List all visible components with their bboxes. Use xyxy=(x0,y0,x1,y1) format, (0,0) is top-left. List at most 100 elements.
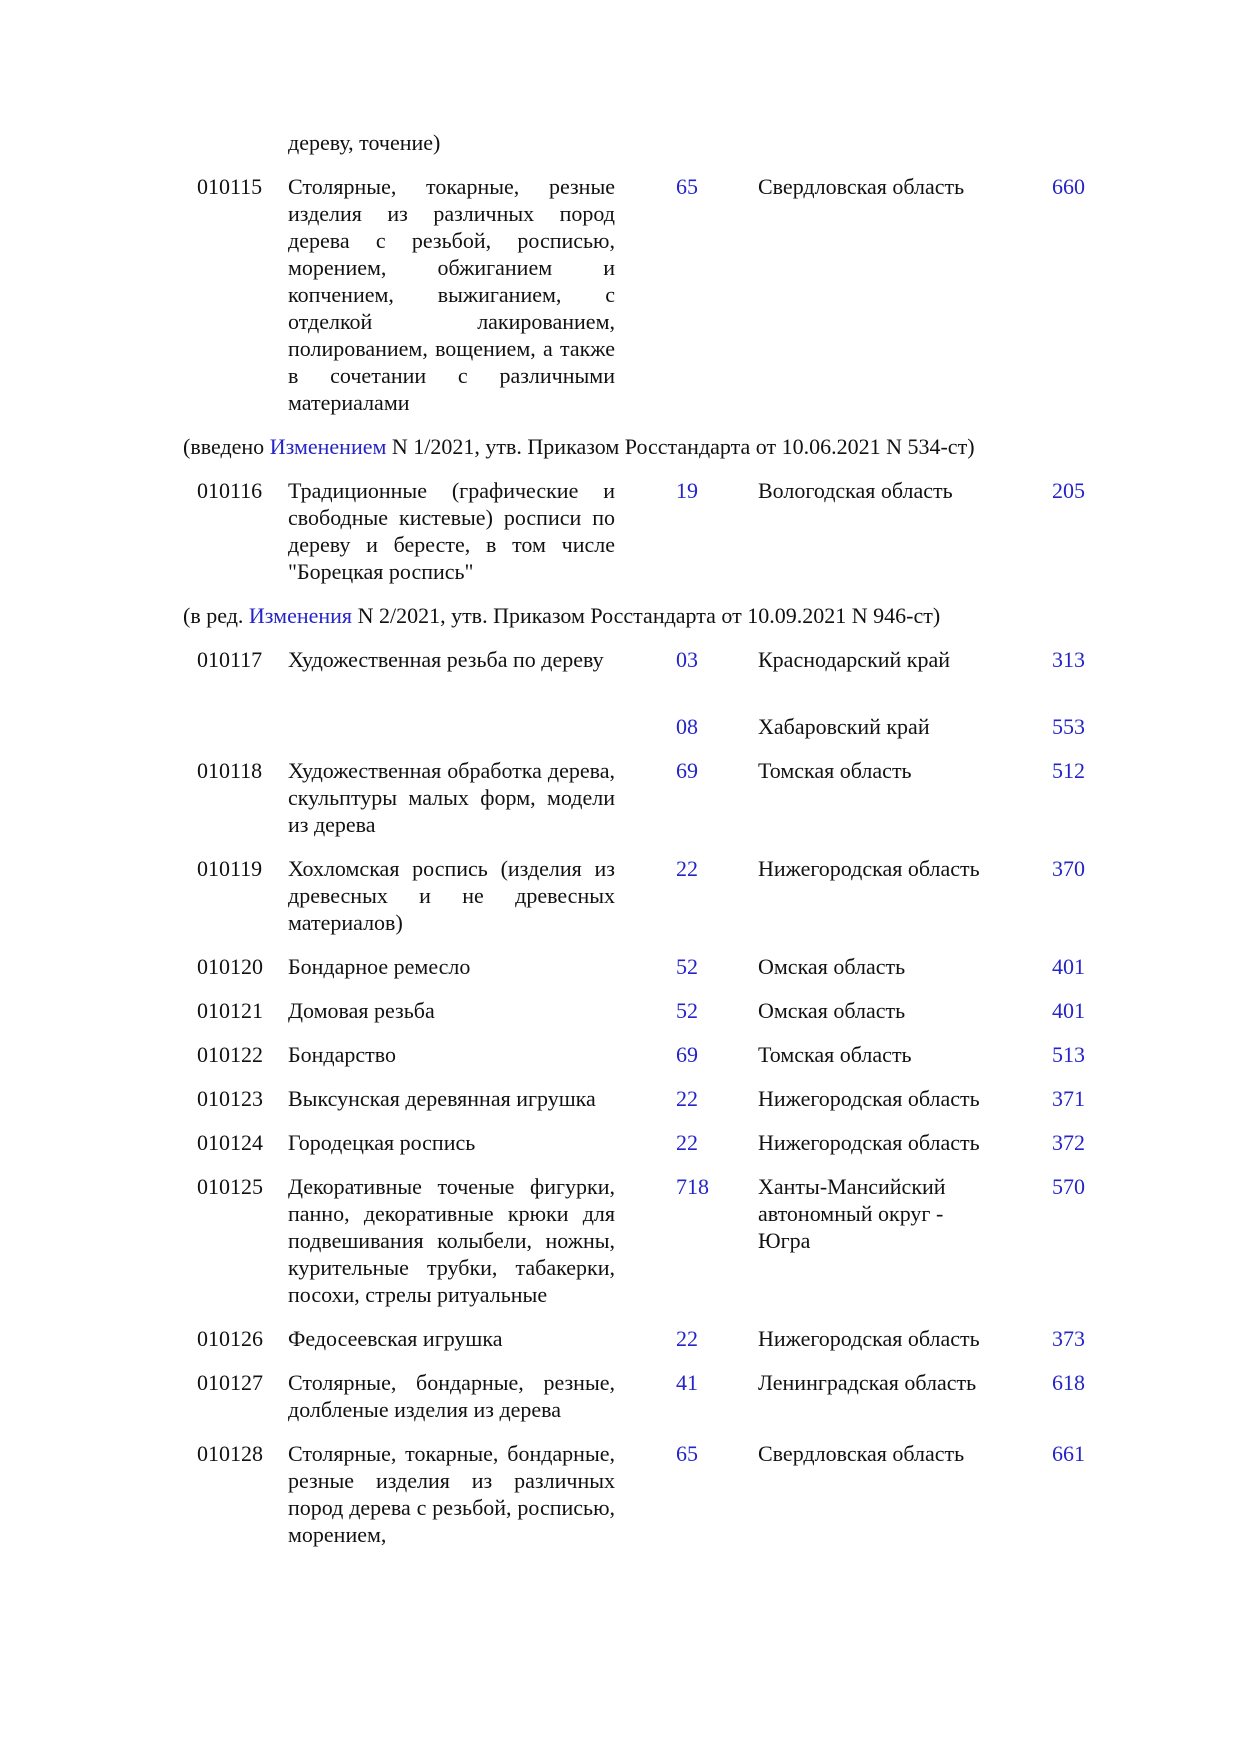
craft-description: Столярные, токарные, резные изделия из р… xyxy=(288,174,615,415)
craft-description: Традиционные (графические и свободные ки… xyxy=(288,478,615,584)
craft-description: Бондарное ремесло xyxy=(288,954,471,979)
amendment-note: (введено Изменением N 1/2021, утв. Прика… xyxy=(183,433,1085,460)
table-row: 010128 Столярные, токарные, бондарные, р… xyxy=(183,1440,1085,1548)
region-name: Томская область xyxy=(758,758,912,783)
craft-code: 010124 xyxy=(197,1130,263,1155)
table-row: 010119 Хохломская роспись (изделия из др… xyxy=(183,855,1085,936)
region-name: Свердловская область xyxy=(758,174,965,199)
region-entry: 718 Ханты-Мансийский автономный округ - … xyxy=(615,1173,1085,1254)
table-row: 010118 Художественная обработка дерева, … xyxy=(183,757,1085,838)
craft-description: Столярные, токарные, бондарные, резные и… xyxy=(288,1441,615,1547)
amendment-link[interactable]: Изменением xyxy=(269,434,387,459)
table-row: 010126 Федосеевская игрушка 22 Нижегород… xyxy=(183,1325,1085,1352)
region-list: 69 Томская область 512 xyxy=(615,757,1085,784)
registry-number: 512 xyxy=(1052,758,1085,783)
description-continuation: дереву, точение) xyxy=(288,130,441,155)
craft-code: 010120 xyxy=(197,954,263,979)
region-entry: 19 Вологодская область 205 xyxy=(615,477,1085,504)
region-code: 22 xyxy=(676,1086,698,1111)
region-entry: 52 Омская область 401 xyxy=(615,953,1085,980)
region-entry: 22 Нижегородская область 373 xyxy=(615,1325,1085,1352)
registry-number: 370 xyxy=(1052,856,1085,881)
craft-code: 010122 xyxy=(197,1042,263,1067)
region-name: Хабаровский край xyxy=(758,714,930,739)
region-list: 22 Нижегородская область 372 xyxy=(615,1129,1085,1156)
region-name: Ленинградская область xyxy=(758,1370,977,1395)
region-list: 19 Вологодская область 205 xyxy=(615,477,1085,504)
region-name: Нижегородская область xyxy=(758,1130,980,1155)
region-list: 718 Ханты-Мансийский автономный округ - … xyxy=(615,1173,1085,1254)
region-entry: 22 Нижегородская область 370 xyxy=(615,855,1085,882)
registry-number: 553 xyxy=(1052,714,1085,739)
region-code: 65 xyxy=(676,1441,698,1466)
region-code: 08 xyxy=(676,714,698,739)
region-code: 03 xyxy=(676,647,698,672)
craft-code: 010123 xyxy=(197,1086,263,1111)
amendment-note: (в ред. Изменения N 2/2021, утв. Приказо… xyxy=(183,602,1085,629)
table-row: 010116 Традиционные (графические и свобо… xyxy=(183,477,1085,585)
region-name: Свердловская область xyxy=(758,1441,965,1466)
registry-number: 401 xyxy=(1052,998,1085,1023)
region-name: Краснодарский край xyxy=(758,647,951,672)
table-row: 010125 Декоративные точеные фигурки, пан… xyxy=(183,1173,1085,1308)
region-entry: 41 Ленинградская область 618 xyxy=(615,1369,1085,1396)
registry-number: 570 xyxy=(1052,1174,1085,1199)
registry-number: 401 xyxy=(1052,954,1085,979)
registry-number: 313 xyxy=(1052,647,1085,672)
note-suffix: N 1/2021, утв. Приказом Росстандарта от … xyxy=(386,434,975,459)
registry-list: дереву, точение) 010115 Столярные, токар… xyxy=(183,130,1085,1548)
craft-code: 010126 xyxy=(197,1326,263,1351)
region-list: 52 Омская область 401 xyxy=(615,997,1085,1024)
region-list: 03 Краснодарский край 313 08 Хабаровский… xyxy=(615,646,1085,740)
registry-number: 661 xyxy=(1052,1441,1085,1466)
region-code: 718 xyxy=(676,1174,709,1199)
craft-code: 010117 xyxy=(197,647,263,672)
table-row: 010123 Выксунская деревянная игрушка 22 … xyxy=(183,1085,1085,1112)
registry-number: 513 xyxy=(1052,1042,1085,1067)
craft-code: 010125 xyxy=(197,1174,263,1199)
registry-number: 205 xyxy=(1052,478,1085,503)
region-list: 65 Свердловская область 661 xyxy=(615,1440,1085,1467)
region-entry: 69 Томская область 513 xyxy=(615,1041,1085,1068)
region-name: Нижегородская область xyxy=(758,856,980,881)
region-entry: 69 Томская область 512 xyxy=(615,757,1085,784)
note-suffix: N 2/2021, утв. Приказом Росстандарта от … xyxy=(352,603,941,628)
craft-code: 010119 xyxy=(197,856,263,881)
registry-number: 371 xyxy=(1052,1086,1085,1111)
craft-description: Федосеевская игрушка xyxy=(288,1326,503,1351)
region-code: 52 xyxy=(676,998,698,1023)
craft-description: Выксунская деревянная игрушка xyxy=(288,1086,596,1111)
craft-description: Декоративные точеные фигурки, панно, дек… xyxy=(288,1174,615,1307)
region-name: Омская область xyxy=(758,998,906,1023)
region-list: 41 Ленинградская область 618 xyxy=(615,1369,1085,1396)
region-code: 69 xyxy=(676,758,698,783)
craft-code: 010115 xyxy=(197,174,263,199)
table-row: 010122 Бондарство 69 Томская область 513 xyxy=(183,1041,1085,1068)
craft-description: Бондарство xyxy=(288,1042,396,1067)
region-code: 65 xyxy=(676,174,698,199)
region-list: 22 Нижегородская область 373 xyxy=(615,1325,1085,1352)
table-row: 010124 Городецкая роспись 22 Нижегородск… xyxy=(183,1129,1085,1156)
region-code: 22 xyxy=(676,1326,698,1351)
region-code: 41 xyxy=(676,1370,698,1395)
region-name: Ханты-Мансийский автономный округ - Югра xyxy=(758,1174,946,1253)
craft-code: 010116 xyxy=(197,478,263,503)
table-row: 010115 Столярные, токарные, резные издел… xyxy=(183,173,1085,416)
region-list: 22 Нижегородская область 371 xyxy=(615,1085,1085,1112)
craft-description: Художественная обработка дерева, скульпт… xyxy=(288,758,615,837)
amendment-link[interactable]: Изменения xyxy=(248,603,353,628)
region-entry: 65 Свердловская область 660 xyxy=(615,173,1085,200)
craft-code: 010118 xyxy=(197,758,263,783)
region-entry: 08 Хабаровский край 553 xyxy=(615,713,1085,740)
craft-description: Хохломская роспись (изделия из древесных… xyxy=(288,856,615,935)
region-code: 69 xyxy=(676,1042,698,1067)
region-name: Томская область xyxy=(758,1042,912,1067)
region-code: 22 xyxy=(676,856,698,881)
craft-code: 010121 xyxy=(197,998,263,1023)
table-row: 010120 Бондарное ремесло 52 Омская облас… xyxy=(183,953,1085,980)
region-name: Вологодская область xyxy=(758,478,953,503)
region-entry: 22 Нижегородская область 371 xyxy=(615,1085,1085,1112)
registry-number: 373 xyxy=(1052,1326,1085,1351)
region-name: Омская область xyxy=(758,954,906,979)
